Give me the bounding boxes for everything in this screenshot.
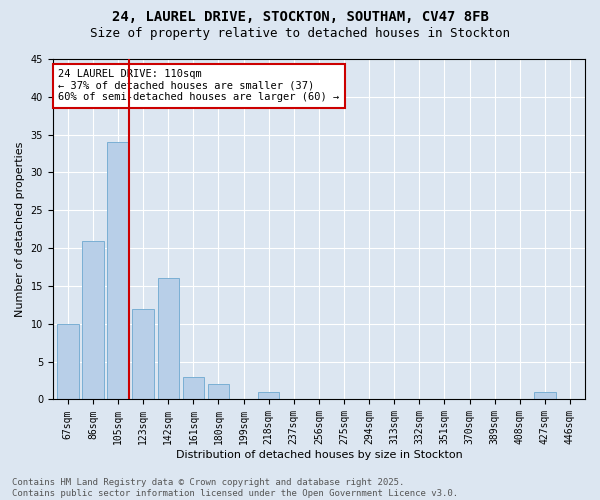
X-axis label: Distribution of detached houses by size in Stockton: Distribution of detached houses by size … — [176, 450, 462, 460]
Bar — [133, 308, 154, 400]
Bar — [208, 384, 229, 400]
Bar — [57, 324, 79, 400]
Bar — [158, 278, 179, 400]
Text: Size of property relative to detached houses in Stockton: Size of property relative to detached ho… — [90, 28, 510, 40]
Text: Contains HM Land Registry data © Crown copyright and database right 2025.
Contai: Contains HM Land Registry data © Crown c… — [12, 478, 458, 498]
Y-axis label: Number of detached properties: Number of detached properties — [15, 142, 25, 317]
Bar — [534, 392, 556, 400]
Bar — [258, 392, 280, 400]
Text: 24 LAUREL DRIVE: 110sqm
← 37% of detached houses are smaller (37)
60% of semi-de: 24 LAUREL DRIVE: 110sqm ← 37% of detache… — [58, 69, 340, 102]
Bar — [182, 377, 204, 400]
Text: 24, LAUREL DRIVE, STOCKTON, SOUTHAM, CV47 8FB: 24, LAUREL DRIVE, STOCKTON, SOUTHAM, CV4… — [112, 10, 488, 24]
Bar — [107, 142, 129, 400]
Bar — [82, 240, 104, 400]
